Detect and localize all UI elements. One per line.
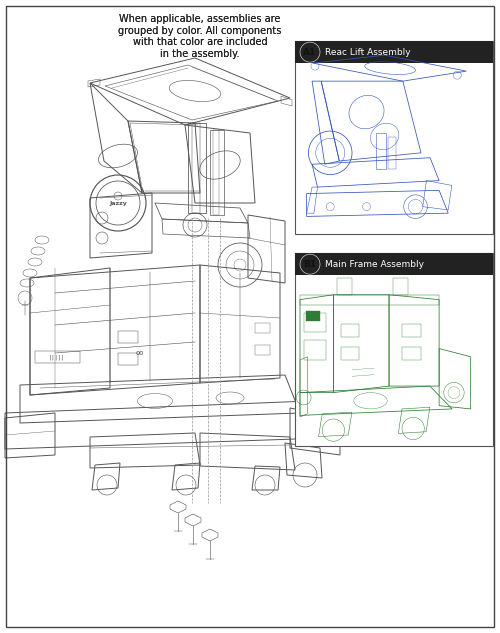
Bar xyxy=(388,137,396,169)
Bar xyxy=(402,347,420,360)
Text: Main Frame Assembly: Main Frame Assembly xyxy=(325,260,424,268)
Bar xyxy=(295,253,492,446)
Bar xyxy=(192,123,200,213)
Bar xyxy=(341,347,359,360)
Text: When applicable, assemblies are
grouped by color. All components
with that color: When applicable, assemblies are grouped … xyxy=(118,14,282,59)
Bar xyxy=(295,41,492,63)
Bar xyxy=(337,279,352,295)
Bar xyxy=(295,253,492,275)
Text: oo: oo xyxy=(136,350,144,356)
Bar xyxy=(213,130,219,215)
Bar xyxy=(255,323,270,333)
Text: B1: B1 xyxy=(304,260,316,268)
Bar xyxy=(376,134,386,169)
Bar xyxy=(393,279,407,295)
Bar xyxy=(304,313,326,332)
Bar xyxy=(188,123,206,213)
Bar xyxy=(35,351,80,363)
Bar xyxy=(402,324,420,337)
Bar xyxy=(118,331,138,343)
Bar xyxy=(295,41,492,234)
Bar xyxy=(304,341,326,360)
Bar xyxy=(118,353,138,365)
Bar xyxy=(255,345,270,355)
Bar xyxy=(306,311,320,321)
Text: |||||: ||||| xyxy=(49,354,65,360)
Bar xyxy=(210,130,224,215)
Text: Jazzy: Jazzy xyxy=(109,201,127,206)
Text: A1: A1 xyxy=(304,47,316,56)
Bar xyxy=(341,324,359,337)
Text: When applicable, assemblies are
grouped by color. All components
with that color: When applicable, assemblies are grouped … xyxy=(118,14,282,59)
Text: Reac Lift Assembly: Reac Lift Assembly xyxy=(325,47,410,56)
